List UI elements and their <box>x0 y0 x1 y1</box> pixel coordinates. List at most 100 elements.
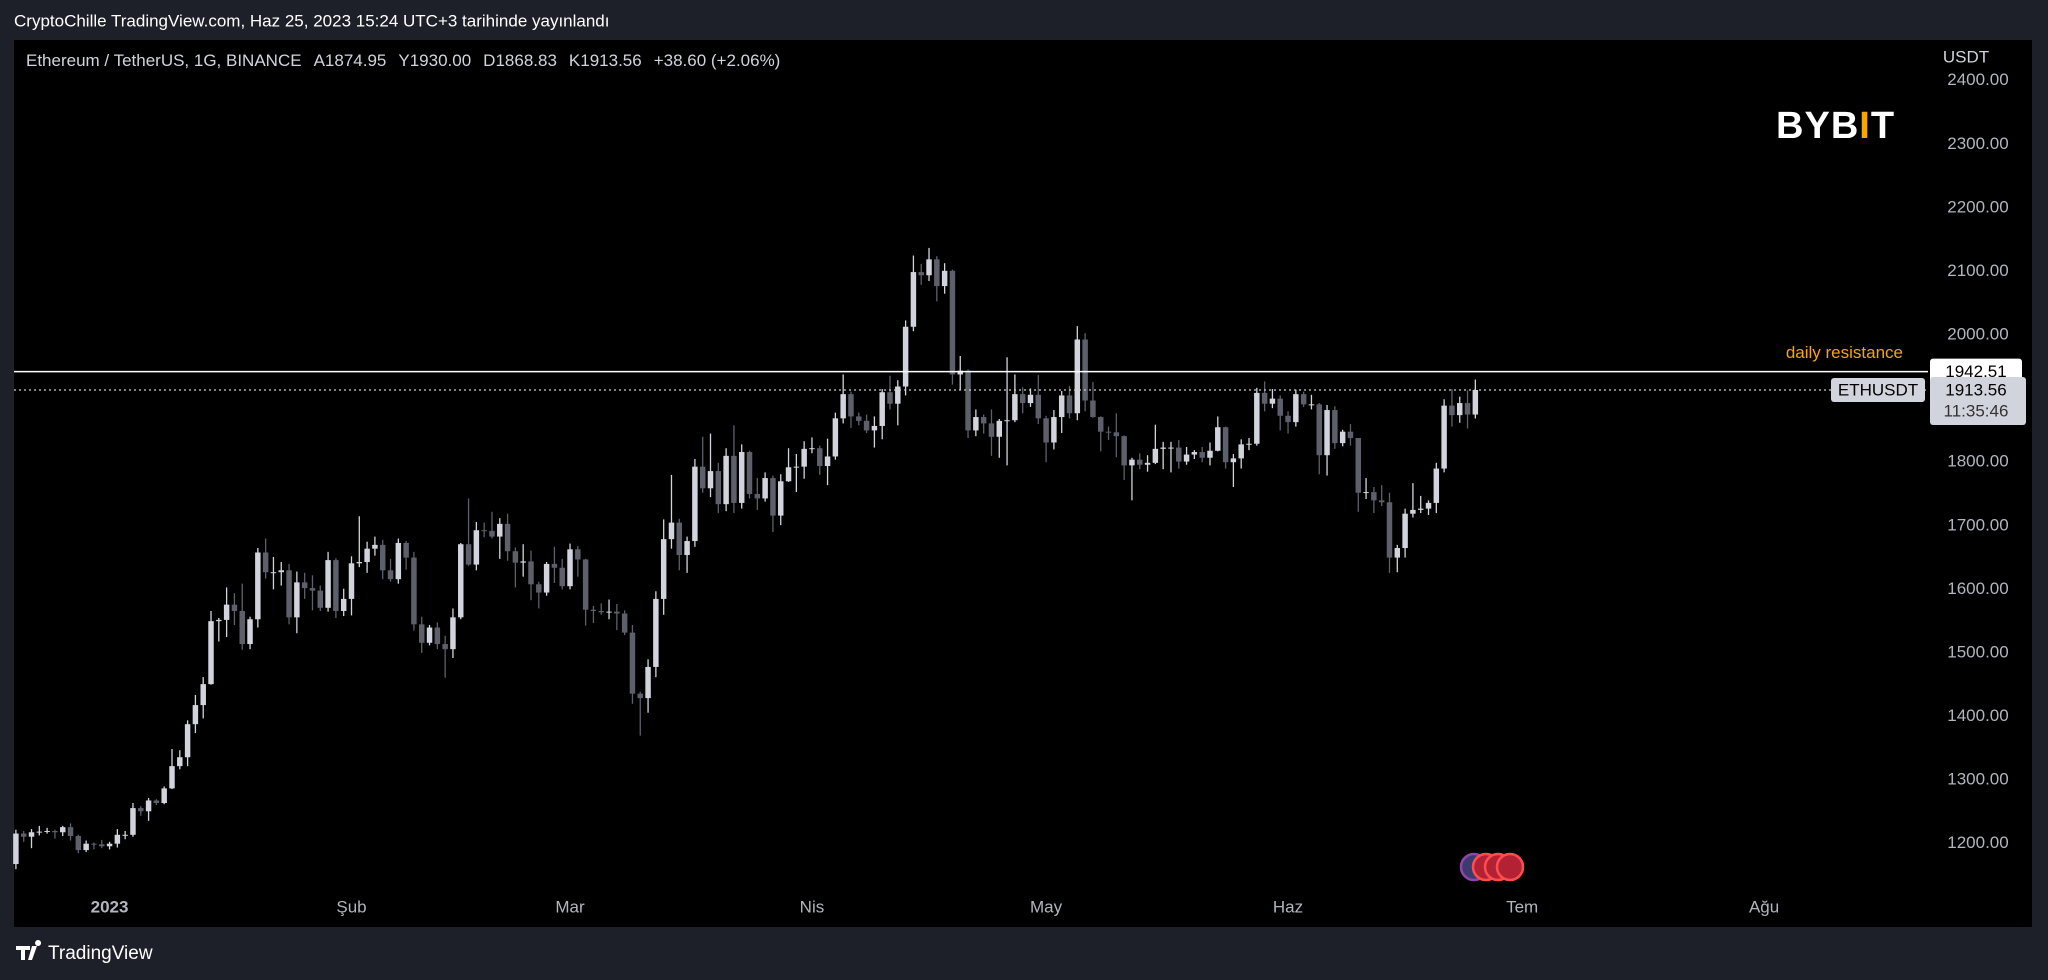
y-tick-label: 1500.00 <box>1947 642 2008 661</box>
candle-body <box>177 757 183 767</box>
candle-body <box>614 611 620 614</box>
candle-body <box>817 448 823 467</box>
candle-body <box>1230 458 1237 463</box>
current-price-tag <box>1930 376 2026 425</box>
candle-body <box>1464 403 1471 415</box>
candle-body <box>1433 468 1440 503</box>
legend: Ethereum / TetherUS, 1G, BINANCE A1874.95… <box>26 51 780 70</box>
countdown: 11:35:46 <box>1944 401 2009 420</box>
candle-body <box>996 420 1002 437</box>
candle-body <box>67 827 74 837</box>
y-tick-label: 1800.00 <box>1947 452 2008 471</box>
candle-body <box>1160 447 1166 449</box>
candle-body <box>59 827 66 833</box>
candle-body <box>926 259 932 276</box>
candle-body <box>286 570 292 618</box>
candle-body <box>887 392 893 404</box>
candle-body <box>434 627 441 645</box>
y-tick-label: 2100.00 <box>1947 261 2008 280</box>
candle-body <box>731 455 737 503</box>
candle-body <box>1261 392 1268 404</box>
candle-body <box>473 530 480 565</box>
candle-body <box>1293 394 1299 423</box>
candle-body <box>489 530 495 537</box>
candle-body <box>231 604 238 611</box>
legend-value: Y1930.00 <box>398 51 471 70</box>
candle-body <box>1207 450 1213 458</box>
candle-body <box>762 478 768 499</box>
candle-body <box>1191 452 1198 455</box>
candle-body <box>965 370 971 431</box>
x-tick-label: Mar <box>555 897 585 916</box>
candle-body <box>520 561 526 563</box>
candle-body <box>1254 392 1260 444</box>
candle-body <box>918 272 924 276</box>
candle-body <box>1449 405 1455 416</box>
candle-body <box>785 467 792 482</box>
candle-body <box>411 557 417 625</box>
candle-body <box>715 471 722 505</box>
candle-body <box>239 610 245 645</box>
candle-body <box>44 830 50 832</box>
publisher: CryptoChille TradingView.com, Haz 25, 20… <box>14 11 610 30</box>
candle-body <box>754 493 761 499</box>
candle-body <box>325 560 331 608</box>
candle-body <box>1269 398 1276 404</box>
candle-body <box>1129 459 1135 466</box>
candle-body <box>582 559 589 610</box>
candle-body <box>653 598 659 667</box>
candle-body <box>910 272 917 327</box>
candle-body <box>645 666 651 699</box>
candle-body <box>1371 492 1377 501</box>
candle-body <box>122 834 128 836</box>
candle-body <box>1027 394 1034 404</box>
candle-body <box>1316 404 1322 456</box>
candle-body <box>1332 410 1338 444</box>
candle-body <box>871 425 878 431</box>
candle-body <box>1066 395 1073 414</box>
candle-body <box>497 523 503 537</box>
candle-body <box>660 539 667 599</box>
candle-body <box>949 270 956 375</box>
candle-body <box>379 544 386 571</box>
candle-body <box>637 693 643 699</box>
candle-body <box>895 386 901 404</box>
candle-body <box>536 584 542 593</box>
candle-body <box>1152 448 1159 463</box>
candle-body <box>340 598 347 611</box>
candle-body <box>598 610 604 613</box>
candle-body <box>403 542 409 558</box>
candle-body <box>450 617 456 650</box>
candle-body <box>848 394 854 417</box>
candle-body <box>317 590 324 608</box>
candle-body <box>1215 427 1221 451</box>
candle-body <box>138 808 144 812</box>
y-tick-label: 1700.00 <box>1947 515 2008 534</box>
candle-body <box>590 609 597 611</box>
candle-body <box>442 644 448 650</box>
y-tick-label: 1200.00 <box>1947 833 2008 852</box>
candle-body <box>28 832 35 837</box>
candle-body <box>1300 394 1307 405</box>
candle-body <box>1324 410 1330 456</box>
candle-body <box>200 684 206 706</box>
x-tick-label: Haz <box>1273 897 1303 916</box>
x-tick-label: May <box>1030 897 1063 916</box>
candle-body <box>1425 502 1432 509</box>
candle-body <box>309 588 316 591</box>
candle-body <box>372 544 378 549</box>
candle-body <box>106 843 113 847</box>
candle-body <box>801 448 807 467</box>
chart-panel <box>14 40 2032 927</box>
resistance-price: 1942.51 <box>1945 362 2006 381</box>
candle-body <box>934 259 940 287</box>
candle-body <box>629 632 636 694</box>
candle-body <box>778 481 784 516</box>
candle-body <box>1277 398 1283 416</box>
candle-body <box>387 570 394 580</box>
candle-body <box>270 572 277 574</box>
candle-body <box>1074 339 1081 414</box>
candle-body <box>1082 339 1088 401</box>
candle-body <box>1035 394 1042 419</box>
candle-body <box>699 466 706 489</box>
